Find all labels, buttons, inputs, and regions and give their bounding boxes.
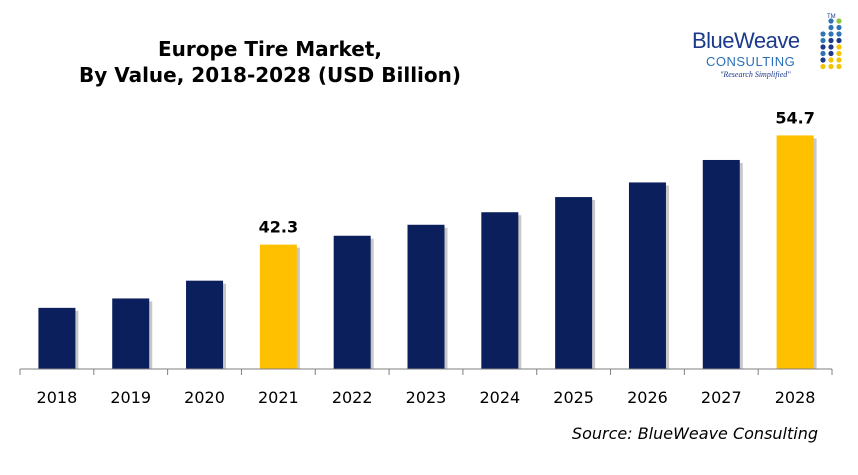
logo-dot [828,50,834,57]
bar-2023 [407,224,445,369]
chart-title: Europe Tire Market, By Value, 2018-2028 … [60,36,480,88]
logo-dot [836,50,842,57]
x-tick-label: 2027 [701,388,742,407]
logo-dot [828,24,834,31]
logo-dot [820,50,826,57]
x-tick-label: 2019 [110,388,151,407]
logo-dots-icon [820,18,842,70]
logo-dot [820,37,826,44]
chart-title-line-1: Europe Tire Market, [158,37,382,61]
logo-dot [836,63,842,70]
logo-tagline: "Research Simplified" [720,70,791,79]
logo-dot [828,44,834,50]
bar-2028 [776,135,814,369]
bar-2021 [259,244,297,369]
x-tick-label: 2026 [627,388,668,407]
bar-2022 [333,235,371,369]
blueweave-logo: TM BlueWeave CONSULTING "Research Simpli… [688,12,848,82]
bar-2026 [628,182,666,369]
logo-dot [820,63,826,70]
x-tick-label: 2028 [775,388,816,407]
chart-title-line-2: By Value, 2018-2028 (USD Billion) [78,63,462,87]
source-note: Source: BlueWeave Consulting [571,424,818,443]
logo-dot [828,37,834,44]
x-tick-label: 2023 [406,388,447,407]
logo-dot [820,44,826,50]
bar-2027 [702,159,740,369]
logo-dot [836,18,842,24]
data-label: 42.3 [259,218,298,237]
bar-2019 [112,298,150,369]
x-tick-label: 2025 [553,388,594,407]
x-tick-label: 2021 [258,388,299,407]
bar-2020 [186,280,224,369]
bar-2018 [38,307,76,369]
logo-dot [828,57,834,63]
x-tick-label: 2024 [479,388,520,407]
x-tick-label: 2018 [37,388,78,407]
logo-dot [820,31,826,37]
data-label: 54.7 [775,108,814,127]
logo-dot [828,18,834,24]
logo-subtitle: CONSULTING [706,54,796,69]
logo-dot [836,31,842,37]
logo-dot [836,37,842,44]
logo-dot [828,31,834,37]
x-tick-label: 2022 [332,388,373,407]
logo-dot [836,24,842,31]
logo-dot [836,44,842,50]
logo-dot [820,57,826,63]
logo-trademark: TM [827,14,836,20]
logo-dot [828,63,834,70]
x-tick-label: 2020 [184,388,225,407]
bar-2025 [555,197,593,369]
logo-dot [836,57,842,63]
logo-name: BlueWeave [692,28,800,53]
bar-2024 [481,212,519,369]
